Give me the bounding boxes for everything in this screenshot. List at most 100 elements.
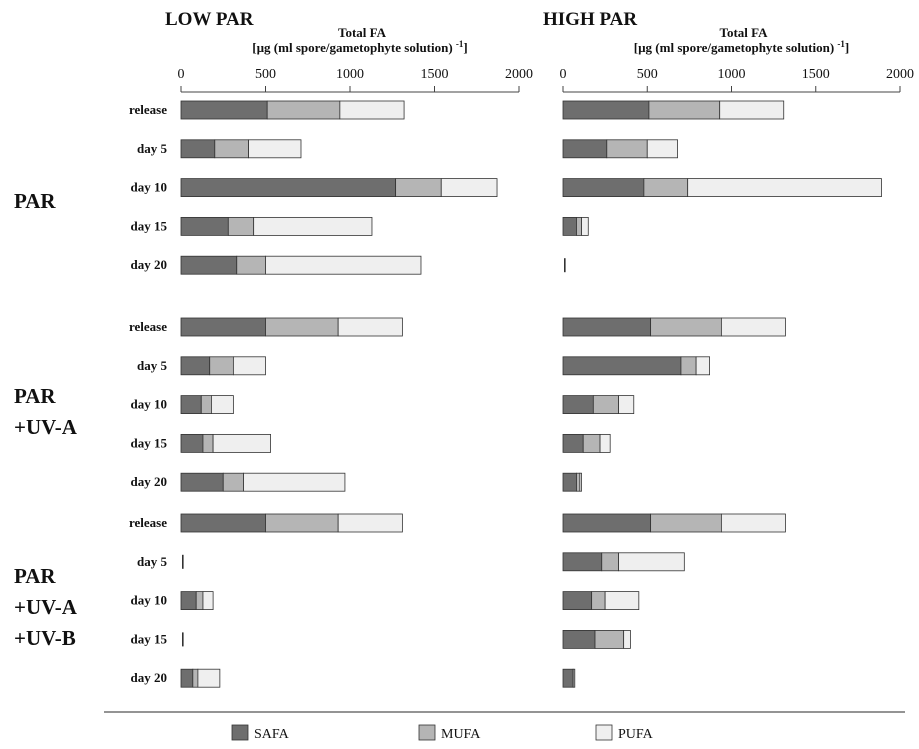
bar-safa: [180, 472, 224, 492]
bar-mufa: [265, 513, 339, 533]
bar-pufa: [687, 178, 882, 198]
panel-high-par: HIGH PAR Total FA[µg (ml spore/gametophyt…: [543, 9, 914, 688]
group-label: PAR: [14, 384, 56, 408]
bar-pufa: [646, 139, 678, 159]
bar-safa: [180, 100, 268, 120]
bar-mufa: [592, 395, 620, 415]
axis-title: Total FA: [338, 25, 387, 40]
bar-pufa: [599, 433, 611, 453]
bar-pufa: [618, 552, 685, 572]
bar-pufa: [339, 100, 405, 120]
bar-mufa: [192, 668, 199, 688]
bar-pufa: [581, 216, 589, 236]
bar-mufa: [200, 395, 212, 415]
bar-safa: [562, 356, 682, 376]
bar-safa: [180, 139, 216, 159]
bar-mufa: [650, 317, 722, 337]
bar-safa: [562, 395, 594, 415]
x-tick-label: 0: [178, 67, 185, 82]
bar-safa: [562, 178, 645, 198]
bar-safa: [562, 433, 584, 453]
legend-swatch-safa: [231, 724, 249, 741]
bar-pufa: [618, 395, 635, 415]
row-label: day 15: [131, 218, 168, 233]
legend-swatch-pufa: [595, 724, 613, 741]
panel-title: HIGH PAR: [543, 9, 637, 30]
bar-near-zero: [182, 632, 184, 647]
row-label: day 10: [131, 180, 167, 195]
row-label: day 5: [137, 141, 167, 156]
axis-title: Total FA: [719, 25, 768, 40]
legend-label-safa: SAFA: [254, 727, 290, 742]
bar-pufa: [211, 395, 234, 415]
row-label: day 15: [131, 435, 168, 450]
group-label: PAR: [14, 189, 56, 213]
bar-pufa: [212, 433, 271, 453]
x-tick-label: 1000: [336, 67, 364, 82]
bar-mufa: [395, 178, 442, 198]
row-label: day 10: [131, 397, 167, 412]
bar-safa: [562, 513, 652, 533]
bar-mufa: [591, 591, 606, 610]
bar-safa: [180, 395, 202, 415]
bar-safa: [562, 591, 593, 610]
legend-label-mufa: MUFA: [441, 727, 481, 742]
x-tick-label: 1000: [718, 67, 746, 82]
bar-near-zero: [564, 258, 566, 273]
bar-mufa: [576, 472, 581, 492]
bar-safa: [180, 433, 204, 453]
bar-pufa: [623, 630, 631, 649]
group-label: +UV-A: [14, 595, 78, 619]
bar-pufa: [232, 356, 266, 376]
bar-safa: [180, 255, 238, 275]
bar-mufa: [572, 668, 576, 688]
bar-mufa: [266, 100, 341, 120]
axis-subtitle: [µg (ml spore/gametophyte solution) -1]: [634, 39, 850, 55]
bar-pufa: [265, 255, 422, 275]
bar-near-zero: [182, 554, 184, 569]
bar-pufa: [440, 178, 498, 198]
x-tick-label: 0: [560, 67, 567, 82]
bar-pufa: [720, 317, 786, 337]
treatment-group-labels: PAR PAR +UV-A PAR +UV-A +UV-B: [14, 189, 78, 650]
bar-mufa: [214, 139, 250, 159]
panel-title: LOW PAR: [165, 9, 254, 30]
bar-mufa: [576, 216, 582, 236]
bar-mufa: [202, 433, 214, 453]
x-tick-label: 500: [255, 67, 276, 82]
bar-pufa: [197, 668, 221, 688]
bar-mufa: [643, 178, 689, 198]
bar-safa: [562, 552, 603, 572]
bar-mufa: [650, 513, 722, 533]
row-label: day 5: [137, 554, 167, 569]
bar-pufa: [202, 591, 214, 610]
bar-mufa: [648, 100, 721, 120]
bar-safa: [562, 630, 596, 649]
x-tick-label: 1500: [421, 67, 449, 82]
axis-subtitle: [µg (ml spore/gametophyte solution) -1]: [252, 39, 468, 55]
bar-mufa: [594, 630, 625, 649]
x-tick-label: 1500: [802, 67, 830, 82]
group-label: PAR: [14, 564, 56, 588]
bar-safa: [562, 317, 652, 337]
row-label: day 20: [131, 257, 167, 272]
x-tick-label: 2000: [886, 67, 914, 82]
bar-safa: [562, 472, 577, 492]
x-tick-label: 2000: [505, 67, 533, 82]
bar-mufa: [227, 216, 255, 236]
row-label: day 5: [137, 358, 167, 373]
row-label: release: [129, 319, 167, 334]
bar-mufa: [195, 591, 204, 610]
bar-safa: [180, 216, 229, 236]
legend: SAFA MUFA PUFA: [104, 711, 905, 742]
bar-mufa: [209, 356, 234, 376]
row-label: day 15: [131, 631, 168, 646]
bar-mufa: [601, 552, 620, 572]
bar-safa: [180, 668, 194, 688]
bar-pufa: [248, 139, 302, 159]
bar-mufa: [582, 433, 601, 453]
legend-swatch-mufa: [418, 724, 436, 741]
bar-safa: [562, 216, 577, 236]
